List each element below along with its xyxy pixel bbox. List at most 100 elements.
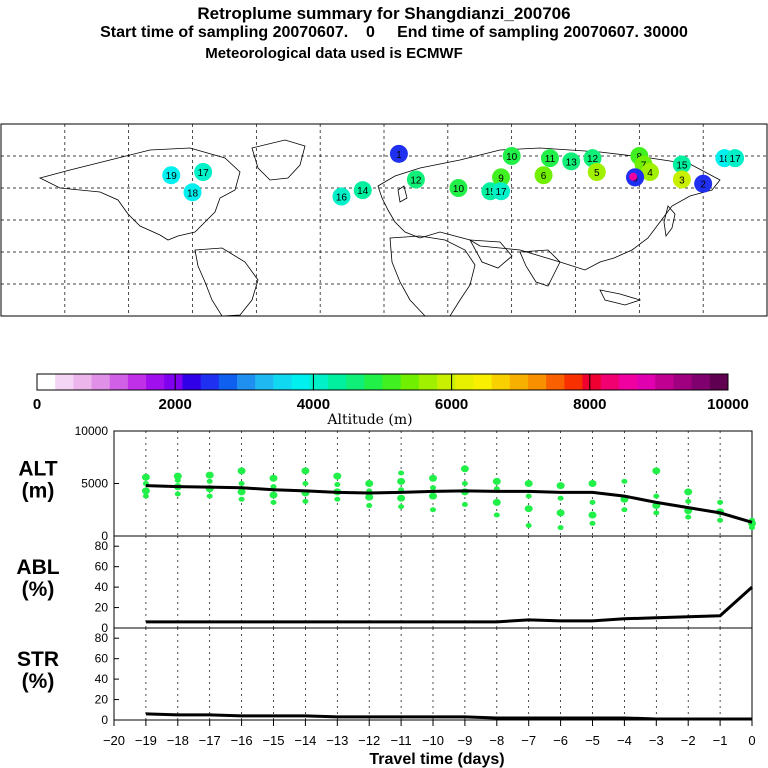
alt-scatter-point bbox=[365, 480, 374, 487]
colorbar-cell bbox=[691, 374, 711, 390]
alt-scatter-point bbox=[398, 470, 405, 476]
alt-scatter-point bbox=[334, 482, 341, 488]
alt-scatter-point bbox=[270, 499, 277, 505]
alt-scatter-point bbox=[556, 482, 565, 490]
panel-series-line bbox=[145, 484, 753, 524]
colorbar-cell bbox=[291, 374, 311, 390]
alt-scatter-point bbox=[589, 499, 596, 505]
colorbar-tick-label: 2000 bbox=[159, 396, 192, 413]
x-tick-label: 0 bbox=[748, 733, 755, 748]
plume-blob bbox=[183, 183, 202, 202]
plume-day-label: 18 bbox=[187, 188, 199, 199]
colorbar-cell bbox=[237, 374, 256, 390]
x-tick-label: −20 bbox=[103, 733, 125, 748]
colorbar-cell bbox=[218, 374, 238, 390]
colorbar-cell bbox=[509, 374, 529, 390]
colorbar-cell bbox=[455, 374, 474, 390]
plume-day-label: 2 bbox=[700, 180, 706, 191]
y-tick-label: 40 bbox=[95, 672, 109, 686]
colorbar-cell bbox=[109, 374, 129, 390]
alt-scatter-point bbox=[621, 478, 628, 484]
alt-scatter-point bbox=[525, 523, 532, 528]
alt-scatter-point bbox=[493, 512, 500, 518]
x-axis-label: Travel time (days) bbox=[369, 751, 504, 768]
plume-day-label: 12 bbox=[410, 175, 422, 186]
alt-scatter-point bbox=[524, 480, 533, 487]
plume-blob bbox=[583, 149, 602, 168]
time-series-panels: 1000050000ALT(m)806040200ABL(%)806040200… bbox=[16, 424, 756, 727]
colorbar: 0 2000 4000 6000 8000 10000 Altitude (m) bbox=[33, 373, 749, 428]
y-tick-label: 0 bbox=[101, 529, 108, 543]
plume-day-label: 15 bbox=[485, 187, 497, 198]
met-data-note: Meteorological data used is ECMWF bbox=[205, 45, 463, 62]
alt-scatter-point bbox=[429, 492, 437, 500]
alt-scatter-point bbox=[492, 498, 501, 506]
alt-scatter-point bbox=[461, 481, 468, 486]
alt-scatter-point bbox=[142, 493, 149, 499]
colorbar-cell bbox=[164, 374, 183, 390]
receptor-marker bbox=[629, 172, 638, 181]
plume-day-label: 5 bbox=[594, 168, 600, 179]
x-tick-label: −10 bbox=[422, 733, 444, 748]
plume-blob bbox=[194, 163, 213, 181]
plume-blob bbox=[449, 179, 468, 197]
y-tick-label: 0 bbox=[101, 621, 108, 635]
plume-day-label: 1 bbox=[396, 150, 402, 161]
plume-day-label: 10 bbox=[453, 184, 465, 195]
colorbar-cell bbox=[37, 374, 56, 390]
alt-scatter-point bbox=[652, 467, 661, 475]
x-tick-label: −8 bbox=[489, 733, 504, 748]
y-tick-label: 0 bbox=[101, 713, 108, 727]
colorbar-tick-label: 0 bbox=[33, 396, 41, 413]
alt-scatter-point bbox=[270, 484, 277, 490]
colorbar-cell bbox=[637, 374, 656, 390]
plume-day-label: 17 bbox=[730, 154, 742, 165]
plume-day-label: 18 bbox=[719, 154, 731, 165]
colorbar-cell bbox=[600, 374, 620, 390]
map-plume: 1181715871312111095618191714161210151743… bbox=[162, 144, 745, 206]
plume-day-label: 14 bbox=[357, 186, 369, 197]
alt-scatter-point bbox=[430, 507, 436, 513]
alt-scatter-point bbox=[685, 514, 692, 520]
y-tick-label: 10000 bbox=[75, 424, 109, 438]
x-tick-label: −12 bbox=[358, 733, 380, 748]
x-tick-label: −2 bbox=[681, 733, 696, 748]
x-tick-label: −7 bbox=[521, 733, 536, 748]
colorbar-cell bbox=[564, 374, 584, 390]
colorbar-cell bbox=[346, 374, 365, 390]
x-tick-label: −9 bbox=[457, 733, 472, 748]
colorbar-cell bbox=[91, 374, 111, 390]
colorbar-cell bbox=[673, 374, 693, 390]
colorbar-cell bbox=[273, 374, 293, 390]
plume-day-label: 16 bbox=[336, 193, 348, 204]
alt-scatter-point bbox=[237, 467, 246, 475]
plume-blob bbox=[540, 149, 559, 168]
plume-day-label: 3 bbox=[679, 175, 685, 186]
alt-scatter-point bbox=[205, 471, 214, 479]
plume-blob bbox=[694, 174, 713, 193]
colorbar-cell bbox=[327, 374, 347, 390]
alt-scatter-point bbox=[461, 502, 468, 507]
y-tick-label: 5000 bbox=[81, 477, 108, 491]
panel-ylabel: ALT bbox=[18, 458, 57, 481]
colorbar-cell bbox=[200, 374, 220, 390]
alt-scatter-point bbox=[302, 481, 309, 486]
panel-ylabel: (%) bbox=[22, 670, 55, 693]
alt-scatter-point bbox=[653, 493, 660, 499]
alt-scatter-point bbox=[174, 491, 181, 497]
alt-scatter-point bbox=[621, 507, 628, 513]
plume-blob bbox=[406, 170, 425, 189]
colorbar-cell bbox=[382, 374, 402, 390]
alt-scatter-point bbox=[589, 520, 596, 526]
x-tick-label: −15 bbox=[262, 733, 284, 748]
chart-title: Retroplume summary for Shangdianzi_20070… bbox=[197, 4, 571, 23]
colorbar-tick-label: 4000 bbox=[297, 396, 330, 413]
colorbar-cell bbox=[655, 374, 674, 390]
alt-scatter-point bbox=[717, 499, 724, 505]
colorbar-cell bbox=[618, 374, 638, 390]
alt-scatter-point bbox=[556, 509, 565, 517]
x-tick-label: −16 bbox=[231, 733, 253, 748]
x-axis: −20 −19 −18 −17 −16 −15 −14 −13 −12 −11 −10 −9 −8 −7−… bbox=[103, 720, 756, 748]
plume-day-label: 4 bbox=[647, 168, 653, 179]
